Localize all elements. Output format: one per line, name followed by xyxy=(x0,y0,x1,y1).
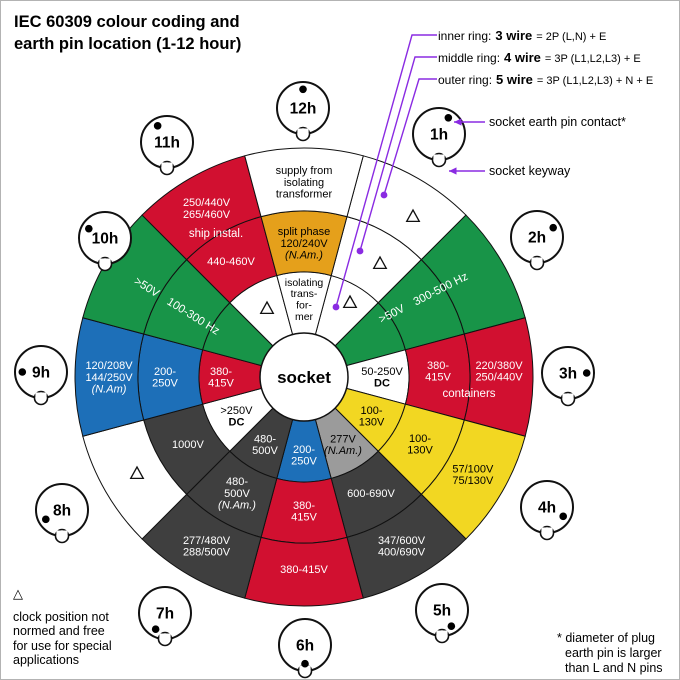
title-line-2: earth pin location (1-12 hour) xyxy=(14,35,242,53)
legend-row-inner-ring: inner ring: 3 wire = 2P (L,N) + E xyxy=(438,28,606,43)
legend-wire-count: 4 wire xyxy=(504,50,541,65)
bubble-label-3h: 3h xyxy=(559,366,577,383)
label-8h-middle: 1000V xyxy=(172,439,204,451)
bubble-label-12h: 12h xyxy=(290,101,317,118)
earth-pin-dot-2h xyxy=(549,223,557,232)
label-4h-outer: 57/100V 75/130V xyxy=(452,463,494,487)
callout-line-middle-ring xyxy=(359,56,437,252)
legend-wire-count: 5 wire xyxy=(496,72,533,87)
callout-dot-middle-ring xyxy=(356,247,364,255)
legend-ring-name: inner ring: xyxy=(438,29,492,43)
earth-pin-dot-11h xyxy=(153,122,162,130)
bubble-label-11h: 11h xyxy=(154,135,180,152)
label-11h-middle: 440-460V xyxy=(207,256,255,268)
bubble-label-9h: 9h xyxy=(32,365,50,382)
label-8h-inner: >250V DC xyxy=(220,405,253,429)
label-6h-outer: 380-415V xyxy=(280,564,328,576)
footnote-line: clock position not xyxy=(13,609,109,624)
label-9h-middle: 200-250V xyxy=(152,366,178,390)
legend-wire-desc: = 3P (L1,L2,L3) + E xyxy=(544,53,641,65)
earth-pin-arrowhead xyxy=(454,118,462,126)
callout-line-outer-ring xyxy=(383,78,437,196)
earth-pin-contact-label: socket earth pin contact* xyxy=(489,115,626,129)
legend-ring-name: middle ring: xyxy=(438,51,501,65)
triangle-marker-8h-outer xyxy=(129,465,145,480)
earth-pin-dot-12h xyxy=(299,85,307,94)
label-12h-middle: split phase 120/240V (N.Am.) xyxy=(278,226,331,262)
legend-row-middle-ring: middle ring: 4 wire = 3P (L1,L2,L3) + E xyxy=(438,50,641,65)
legend-wire-count: 3 wire xyxy=(495,28,533,43)
bubble-label-2h: 2h xyxy=(528,230,546,247)
footnote-line: than L and N pins xyxy=(565,661,663,675)
label-6h-inner: 200-250V xyxy=(291,444,317,468)
wedge-12h-outer xyxy=(244,147,364,218)
earth-pin-dot-3h xyxy=(582,369,591,377)
label-9h-outer: 120/208V 144/250V (N.Am) xyxy=(85,360,133,396)
footnote-line: earth pin is larger xyxy=(565,646,662,660)
triangle-marker-11h-inner xyxy=(259,300,275,315)
triangle-marker-1h-inner xyxy=(342,294,358,309)
bubble-label-7h: 7h xyxy=(156,606,174,623)
earth-pin-dot-8h xyxy=(42,515,50,524)
triangle-marker-1h-middle xyxy=(372,255,388,270)
label-3h-middle: 380-415V xyxy=(425,360,451,384)
earth-pin-dot-5h xyxy=(447,622,456,630)
footnote-line: applications xyxy=(13,653,80,667)
socket-keyway-label: socket keyway xyxy=(489,164,571,178)
bubble-label-4h: 4h xyxy=(538,500,556,517)
earth-pin-dot-1h xyxy=(444,114,453,122)
earth-pin-dot-10h xyxy=(85,224,93,233)
socket-circle xyxy=(259,332,349,422)
triangle-footnote: △ clock position not normed and free for… xyxy=(13,586,112,668)
callout-dot-outer-ring xyxy=(380,191,388,199)
label-9h-inner: 380-415V xyxy=(208,366,234,390)
bubble-label-6h: 6h xyxy=(296,638,314,655)
span-label-containers: containers xyxy=(442,388,495,400)
bubble-label-5h: 5h xyxy=(433,603,451,620)
label-11h-outer: 250/440V 265/460V xyxy=(183,197,231,221)
callout-line-inner-ring xyxy=(335,34,437,308)
label-7h-inner: 480-500V xyxy=(252,433,278,457)
span-label-ship: ship instal. xyxy=(189,228,243,240)
triangle-marker-1h-outer xyxy=(405,208,421,223)
label-12h-inner: isolating trans-for-mer xyxy=(285,277,324,323)
bubble-label-1h: 1h xyxy=(430,127,448,144)
label-7h-outer: 277/480V 288/500V xyxy=(183,535,231,559)
label-5h-outer: 347/600V 400/690V xyxy=(378,535,426,559)
triangle-icon: △ xyxy=(13,586,23,601)
earth-pin-dot-9h xyxy=(18,368,27,376)
label-6h-middle: 380-415V xyxy=(291,500,317,524)
page-title: IEC 60309 colour coding and earth pin lo… xyxy=(14,11,241,55)
legend-wire-desc: = 2P (L,N) + E xyxy=(536,31,607,43)
legend-row-outer-ring: outer ring: 5 wire = 3P (L1,L2,L3) + N +… xyxy=(438,72,653,87)
footnote-line: for use for special xyxy=(13,638,112,653)
bubble-label-10h: 10h xyxy=(92,231,119,248)
earth-pin-dot-6h xyxy=(301,659,309,668)
callout-dot-inner-ring xyxy=(332,303,340,311)
earth-pin-dot-4h xyxy=(559,512,567,521)
asterisk-footnote: * diameter of plug earth pin is larger t… xyxy=(557,631,663,676)
label-3h-inner: 50-250V DC xyxy=(361,366,403,390)
label-7h-middle: 480-500V (N.Am.) xyxy=(218,476,256,512)
label-12h-outer: supply from isolating transformer xyxy=(276,165,333,201)
earth-pin-dot-7h xyxy=(151,625,160,633)
label-4h-middle: 100-130V xyxy=(407,433,433,457)
title-line-1: IEC 60309 colour coding and xyxy=(14,13,240,31)
label-3h-outer: 220/380V 250/440V xyxy=(475,360,523,384)
footnote-line: * diameter of plug xyxy=(557,631,655,645)
bubble-label-8h: 8h xyxy=(53,503,71,520)
keyway-arrowhead xyxy=(449,167,457,175)
legend-ring-name: outer ring: xyxy=(438,73,493,87)
label-4h-inner: 100-130V xyxy=(359,405,385,429)
legend-wire-desc: = 3P (L1,L2,L3) + N + E xyxy=(536,75,654,87)
label-5h-middle: 600-690V xyxy=(347,488,395,500)
footnote-line: normed and free xyxy=(13,624,105,638)
label-5h-inner: 277V (N.Am.) xyxy=(324,433,362,457)
socket-label: socket xyxy=(277,368,331,387)
